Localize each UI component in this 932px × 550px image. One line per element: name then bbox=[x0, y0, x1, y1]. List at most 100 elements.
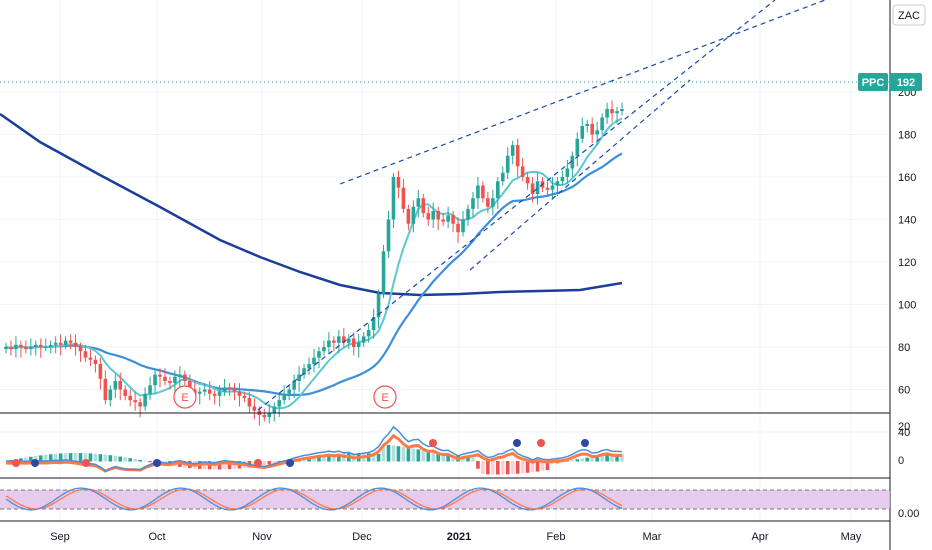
candle bbox=[391, 177, 396, 220]
candle bbox=[356, 342, 361, 347]
macd-histogram-bar bbox=[103, 454, 108, 462]
macd-axis[interactable]: 20 0 bbox=[898, 421, 910, 467]
candle bbox=[128, 395, 132, 401]
macd-cross-dot bbox=[537, 439, 545, 447]
macd-histogram-bar bbox=[34, 456, 38, 462]
macd-histogram-bar bbox=[128, 458, 132, 462]
macd-histogram-bar bbox=[83, 453, 88, 462]
candle bbox=[93, 359, 98, 364]
macd-histogram-bar bbox=[262, 461, 267, 466]
macd-histogram-bar bbox=[540, 461, 545, 471]
macd-histogram-bar bbox=[451, 455, 455, 462]
macd-cross-dot bbox=[513, 439, 521, 447]
macd-histogram-bar bbox=[332, 454, 336, 462]
trendline[interactable] bbox=[339, 0, 826, 185]
macd-histogram-bar bbox=[565, 461, 570, 462]
last-price-badge: PPC 192 bbox=[858, 73, 922, 91]
candle bbox=[113, 381, 118, 390]
macd-histogram-bar bbox=[143, 460, 147, 462]
macd-histogram-bar bbox=[272, 461, 277, 464]
macd-histogram-bar bbox=[545, 461, 550, 471]
scale-mode-button[interactable]: ZAC bbox=[892, 4, 926, 26]
macd-pane bbox=[4, 425, 624, 475]
macd-histogram-bar bbox=[441, 453, 445, 462]
time-axis[interactable]: Sep Oct Nov Dec 2021 Feb Mar Apr May bbox=[50, 531, 862, 543]
candle bbox=[227, 387, 232, 390]
candle bbox=[317, 351, 321, 358]
candle bbox=[14, 344, 18, 350]
candle bbox=[610, 109, 614, 114]
macd-histogram-bar bbox=[570, 460, 575, 462]
scale-mode-label: ZAC bbox=[898, 10, 920, 22]
macd-histogram-bar bbox=[461, 456, 465, 462]
macd-histogram-bar bbox=[38, 455, 43, 462]
candle bbox=[103, 378, 108, 401]
candle bbox=[173, 376, 177, 384]
macd-tick-label: 0 bbox=[898, 455, 904, 467]
candle bbox=[545, 187, 550, 190]
time-tick-label: May bbox=[841, 531, 862, 543]
candle bbox=[252, 406, 257, 411]
candle bbox=[570, 155, 575, 169]
macd-histogram-bar bbox=[123, 457, 128, 462]
trendlines-group[interactable] bbox=[257, 0, 826, 411]
trendline[interactable] bbox=[469, 79, 691, 271]
candle bbox=[371, 317, 376, 330]
candles-group bbox=[4, 100, 624, 426]
earnings-marker[interactable]: E bbox=[173, 385, 197, 409]
time-tick-label: Mar bbox=[643, 531, 662, 543]
price-tick-label: 100 bbox=[898, 300, 916, 312]
trendline[interactable] bbox=[257, 0, 776, 411]
macd-histogram-bar bbox=[431, 452, 436, 462]
candle bbox=[262, 415, 267, 418]
candle bbox=[53, 342, 58, 345]
candle bbox=[456, 223, 460, 233]
macd-histogram-bar bbox=[391, 445, 396, 462]
macd-cross-dot bbox=[286, 459, 294, 467]
macd-histogram-bar bbox=[486, 461, 490, 475]
macd-histogram-bar bbox=[520, 461, 525, 474]
candle bbox=[302, 368, 306, 375]
candle bbox=[337, 336, 341, 343]
earnings-marker[interactable]: E bbox=[373, 385, 397, 409]
macd-histogram-bar bbox=[605, 454, 609, 462]
time-tick-label: Apr bbox=[751, 531, 768, 543]
macd-histogram-bar bbox=[53, 453, 58, 462]
candle bbox=[118, 381, 123, 390]
candle bbox=[505, 155, 510, 173]
candle bbox=[183, 374, 187, 381]
macd-histogram-bar bbox=[580, 458, 585, 462]
macd-line bbox=[5, 425, 623, 472]
price-badge-symbol: PPC bbox=[862, 77, 885, 89]
candle bbox=[88, 357, 93, 360]
price-tick-label: 120 bbox=[898, 257, 916, 269]
candle bbox=[282, 393, 286, 401]
macd-histogram-bar bbox=[63, 453, 68, 462]
time-tick-label: Dec bbox=[352, 531, 372, 543]
candle bbox=[277, 400, 282, 407]
macd-histogram-bar bbox=[505, 461, 510, 475]
macd-histogram-bar bbox=[426, 451, 431, 462]
stoch-axis[interactable]: 0.00 bbox=[898, 508, 919, 520]
ma-mid-line bbox=[5, 152, 623, 397]
candle bbox=[202, 389, 207, 392]
candle bbox=[575, 138, 580, 156]
candle bbox=[396, 177, 401, 188]
macd-histogram-bar bbox=[525, 461, 530, 473]
price-badge-value: 192 bbox=[897, 77, 915, 89]
macd-histogram-bar bbox=[73, 453, 78, 462]
macd-cross-dot bbox=[12, 459, 20, 467]
candle bbox=[9, 347, 13, 350]
macd-histogram-bar bbox=[411, 448, 416, 462]
macd-histogram-bar bbox=[88, 453, 93, 462]
macd-tick-label: 20 bbox=[898, 421, 910, 433]
candle bbox=[297, 374, 301, 381]
candle bbox=[555, 181, 560, 186]
macd-histogram-bar bbox=[436, 452, 440, 462]
candle bbox=[342, 336, 346, 343]
earnings-label: E bbox=[381, 392, 388, 404]
macd-cross-dot bbox=[254, 459, 262, 467]
